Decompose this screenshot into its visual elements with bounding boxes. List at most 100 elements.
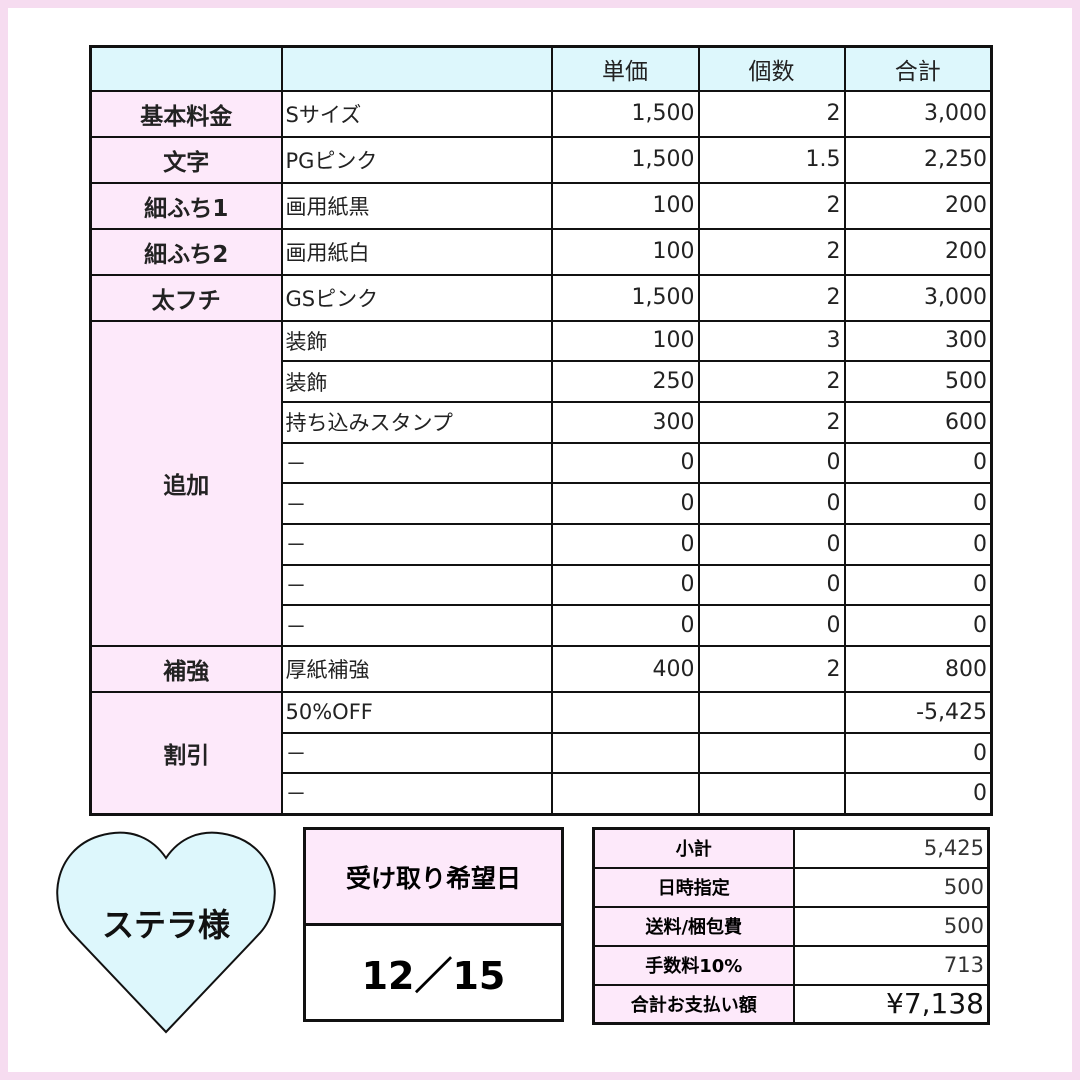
line-total: 600 bbox=[843, 400, 993, 444]
pickup-date-label: 受け取り希望日 bbox=[306, 830, 561, 926]
summary-value: ¥7,138 bbox=[792, 983, 990, 1025]
unit-price: 100 bbox=[550, 227, 700, 276]
summary-label: 小計 bbox=[592, 827, 795, 869]
unit-price bbox=[550, 731, 700, 775]
table-row: 細ふち2 画用紙白 100 2 200 bbox=[89, 227, 993, 276]
category-label: 細ふち2 bbox=[89, 227, 283, 276]
line-total: 0 bbox=[843, 563, 993, 607]
unit-price: 1,500 bbox=[550, 135, 700, 184]
table-row: － 0 0 0 bbox=[91, 441, 993, 485]
unit-price: 100 bbox=[550, 319, 700, 363]
quantity: 2 bbox=[697, 273, 846, 322]
quantity: 0 bbox=[697, 522, 846, 566]
item-name: 装飾 bbox=[280, 360, 553, 403]
line-total: 300 bbox=[843, 319, 993, 363]
table-row: 割引 50%OFF -5,425 bbox=[89, 690, 993, 816]
summary-row: 合計お支払い額 ¥7,138 bbox=[592, 983, 990, 1025]
item-name: 50%OFF bbox=[280, 691, 553, 734]
line-total: 800 bbox=[843, 645, 993, 693]
pickup-date-box: 受け取り希望日 12／15 bbox=[303, 827, 564, 1022]
quantity: 2 bbox=[697, 181, 846, 230]
category-label: 補強 bbox=[89, 645, 283, 693]
unit-price: 0 bbox=[550, 522, 700, 566]
table-row: － 0 0 0 bbox=[91, 482, 993, 525]
item-name: 厚紙補強 bbox=[280, 645, 553, 693]
line-total: 3,000 bbox=[843, 273, 993, 322]
quantity: 2 bbox=[697, 400, 846, 444]
line-total: -5,425 bbox=[843, 691, 993, 734]
item-name: 持ち込みスタンプ bbox=[280, 400, 553, 444]
quantity bbox=[697, 772, 846, 816]
column-header bbox=[89, 45, 283, 92]
quantity: 0 bbox=[697, 604, 846, 647]
item-name: 装飾 bbox=[280, 319, 553, 363]
item-name: 画用紙黒 bbox=[280, 181, 553, 230]
category-label: 追加 bbox=[89, 319, 283, 647]
line-total: 500 bbox=[843, 360, 993, 403]
item-name: － bbox=[280, 482, 553, 525]
table-row: － 0 0 0 bbox=[91, 563, 993, 607]
quantity: 0 bbox=[697, 563, 846, 607]
unit-price: 250 bbox=[550, 360, 700, 403]
line-total: 0 bbox=[843, 522, 993, 566]
item-name: PGピンク bbox=[280, 135, 553, 184]
summary-value: 500 bbox=[792, 905, 990, 947]
unit-price: 300 bbox=[550, 400, 700, 444]
item-name: － bbox=[280, 604, 553, 647]
summary-value: 713 bbox=[792, 944, 990, 986]
item-name: GSピンク bbox=[280, 273, 553, 322]
item-name: － bbox=[280, 563, 553, 607]
quantity bbox=[697, 731, 846, 775]
header-row: 単価 個数 合計 bbox=[89, 45, 993, 92]
item-name: 画用紙白 bbox=[280, 227, 553, 276]
summary-value: 500 bbox=[792, 866, 990, 908]
line-total: 0 bbox=[843, 772, 993, 816]
line-total: 0 bbox=[843, 441, 993, 485]
table-row: 持ち込みスタンプ 300 2 600 bbox=[91, 400, 993, 444]
category-label: 基本料金 bbox=[89, 89, 283, 138]
summary-value: 5,425 bbox=[792, 827, 990, 869]
unit-price: 0 bbox=[550, 441, 700, 485]
category-label: 太フチ bbox=[89, 273, 283, 322]
unit-price: 100 bbox=[550, 181, 700, 230]
quantity: 2 bbox=[697, 227, 846, 276]
unit-price: 1,500 bbox=[550, 273, 700, 322]
summary-row: 小計 5,425 bbox=[592, 827, 990, 869]
summary-row: 送料/梱包費 500 bbox=[592, 905, 990, 947]
quantity: 1.5 bbox=[697, 135, 846, 184]
table-row: 追加 装飾 100 3 300 bbox=[89, 319, 993, 647]
unit-price: 1,500 bbox=[550, 89, 700, 138]
pickup-date-value: 12／15 bbox=[361, 954, 506, 998]
line-total: 3,000 bbox=[843, 89, 993, 138]
column-header: 合計 bbox=[843, 45, 993, 92]
summary-label: 日時指定 bbox=[592, 866, 795, 908]
category-label: 細ふち1 bbox=[89, 181, 283, 230]
table-row: － 0 bbox=[91, 772, 993, 816]
line-total: 200 bbox=[843, 227, 993, 276]
line-total: 200 bbox=[843, 181, 993, 230]
quantity: 2 bbox=[697, 89, 846, 138]
column-header: 個数 bbox=[697, 45, 846, 92]
item-name: － bbox=[280, 731, 553, 775]
table-row: － 0 bbox=[91, 731, 993, 775]
unit-price bbox=[550, 691, 700, 734]
table-row: 文字 PGピンク 1,500 1.5 2,250 bbox=[89, 135, 993, 184]
table-row: － 0 0 0 bbox=[91, 522, 993, 566]
column-header bbox=[280, 45, 553, 92]
unit-price: 400 bbox=[550, 645, 700, 693]
quantity: 0 bbox=[697, 441, 846, 485]
summary-label: 合計お支払い額 bbox=[592, 983, 795, 1025]
summary-row: 日時指定 500 bbox=[592, 866, 990, 908]
line-total: 0 bbox=[843, 731, 993, 775]
summary-table: 小計 5,425 日時指定 500 送料/梱包費 500 手数料10% 713 合計お支払い額 ¥… bbox=[592, 827, 990, 1025]
quantity: 2 bbox=[697, 360, 846, 403]
item-name: － bbox=[280, 522, 553, 566]
item-name: － bbox=[280, 772, 553, 816]
unit-price: 0 bbox=[550, 563, 700, 607]
summary-label: 送料/梱包費 bbox=[592, 905, 795, 947]
summary-row: 手数料10% 713 bbox=[592, 944, 990, 986]
customer-name: ステラ様 bbox=[101, 906, 230, 944]
line-total: 0 bbox=[843, 604, 993, 647]
unit-price: 0 bbox=[550, 482, 700, 525]
table-row: 基本料金 Sサイズ 1,500 2 3,000 bbox=[89, 89, 993, 138]
